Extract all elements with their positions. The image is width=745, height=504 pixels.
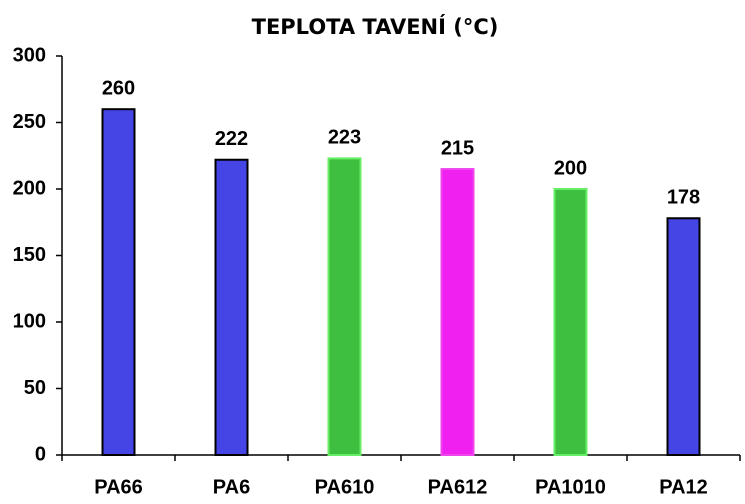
- y-tick-label: 100: [13, 310, 46, 332]
- bar: [327, 157, 362, 456]
- bar: [666, 217, 701, 456]
- data-label: 200: [554, 157, 587, 179]
- x-tick-label: PA12: [659, 476, 708, 498]
- bar: [440, 168, 475, 457]
- bar: [101, 108, 136, 456]
- data-label: 222: [215, 128, 248, 150]
- data-label: 260: [102, 77, 135, 99]
- chart-title: TEPLOTA TAVENÍ (°C): [252, 14, 499, 39]
- bar: [553, 188, 588, 456]
- y-tick-label: 150: [13, 244, 46, 266]
- x-tick-label: PA66: [94, 476, 143, 498]
- y-tick-label: 300: [13, 44, 46, 66]
- data-label: 223: [328, 127, 361, 149]
- y-tick-label: 0: [35, 443, 46, 465]
- y-tick-label: 200: [13, 177, 46, 199]
- y-tick-label: 50: [24, 377, 46, 399]
- x-tick-label: PA6: [213, 476, 250, 498]
- x-tick-label: PA610: [315, 476, 375, 498]
- data-label: 215: [441, 137, 474, 159]
- bar: [214, 158, 249, 457]
- data-label: 178: [667, 187, 700, 209]
- y-tick-label: 250: [13, 111, 46, 133]
- x-tick-label: PA612: [428, 476, 488, 498]
- x-tick-label: PA1010: [535, 476, 606, 498]
